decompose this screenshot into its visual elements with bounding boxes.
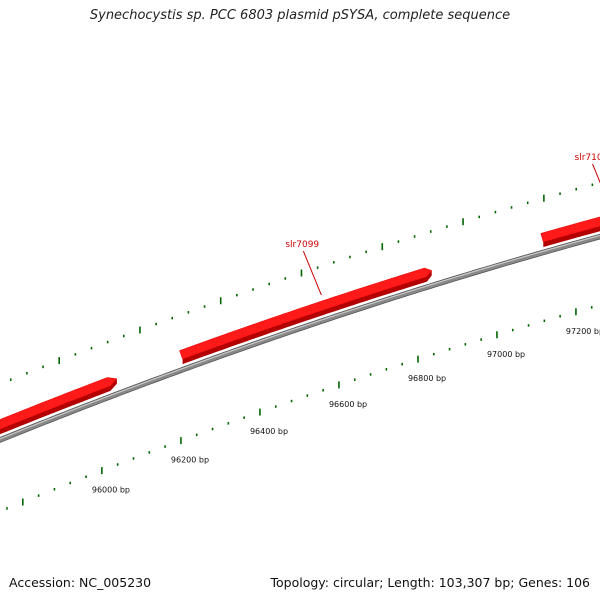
topology-summary: Topology: circular; Length: 103,307 bp; …	[270, 575, 591, 590]
gene-arrow-side	[0, 378, 117, 435]
backbone-shadow	[0, 233, 600, 443]
genes-layer	[0, 206, 600, 435]
gene-arrow[interactable]	[0, 377, 118, 435]
labels-layer: 96000 bp 96200 bp 96400 bp 96600 bp 96800 bp…	[92, 153, 600, 495]
scale-tick-label: 96400 bp	[250, 427, 288, 436]
gene-leader-line	[302, 250, 322, 296]
backbone-highlight	[0, 234, 600, 440]
scale-tick-label: 97200 bp	[566, 327, 600, 336]
scale-tick-label: 96200 bp	[171, 456, 209, 465]
accession-label: Accession: NC_005230	[9, 575, 152, 590]
gene-arrow-side	[182, 270, 432, 365]
scale-tick-label: 97000 bp	[487, 350, 525, 359]
scale-tick-label: 96600 bp	[329, 400, 367, 409]
tick-marks-layer	[6, 183, 594, 510]
backbone-layer	[0, 233, 600, 443]
scale-tick-label: 96800 bp	[408, 374, 446, 383]
backbone-line	[0, 234, 600, 443]
map-title: Synechocystis sp. PCC 6803 plasmid pSYSA…	[89, 8, 511, 23]
gene-label[interactable]: slr7100	[575, 153, 600, 163]
scale-tick-label: 96000 bp	[92, 486, 130, 495]
gene-arrow[interactable]	[179, 267, 433, 360]
gene-label[interactable]: slr7099	[285, 240, 319, 250]
gene-arrow-side	[543, 226, 600, 247]
gene-arrow[interactable]	[540, 206, 600, 243]
gene-leader-line	[592, 163, 600, 184]
